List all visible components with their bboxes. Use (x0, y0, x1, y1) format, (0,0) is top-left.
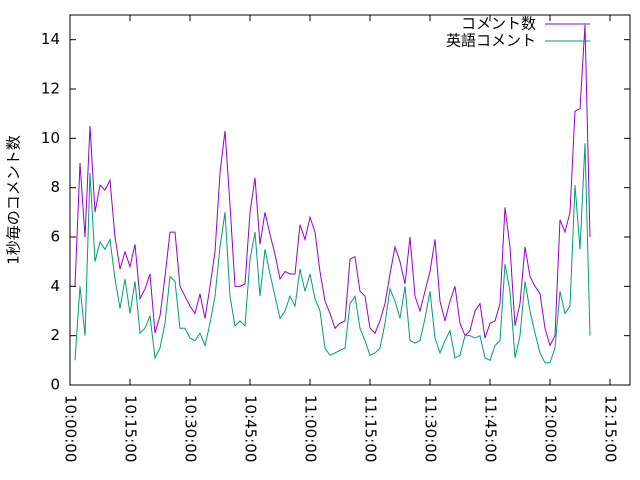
y-tick-label: 12 (41, 80, 60, 98)
y-tick-label: 14 (41, 30, 60, 48)
x-tick-label: 11:45:00 (482, 395, 500, 462)
y-tick-label: 6 (50, 228, 60, 246)
y-tick-label: 0 (50, 376, 60, 394)
y-axis-label: 1秒毎のコメント数 (5, 135, 23, 265)
y-tick-label: 2 (50, 326, 60, 344)
x-tick-label: 10:45:00 (242, 395, 260, 462)
x-tick-label: 11:15:00 (362, 395, 380, 462)
x-tick-label: 10:00:00 (62, 395, 80, 462)
legend-label: コメント数 (461, 15, 536, 33)
x-tick-label: 11:00:00 (302, 395, 320, 462)
x-tick-label: 11:30:00 (422, 395, 440, 462)
x-tick-label: 10:30:00 (182, 395, 200, 462)
y-tick-label: 4 (50, 277, 60, 295)
plot-frame (69, 14, 631, 386)
x-tick-label: 10:15:00 (122, 395, 140, 462)
data-line (74, 24, 591, 347)
y-tick-label: 10 (41, 129, 60, 147)
legend-label: 英語コメント (446, 32, 536, 50)
x-tick-label: 12:15:00 (602, 395, 620, 462)
data-line (74, 143, 591, 364)
y-tick-label: 8 (50, 178, 60, 196)
x-tick-label: 12:00:00 (542, 395, 560, 462)
